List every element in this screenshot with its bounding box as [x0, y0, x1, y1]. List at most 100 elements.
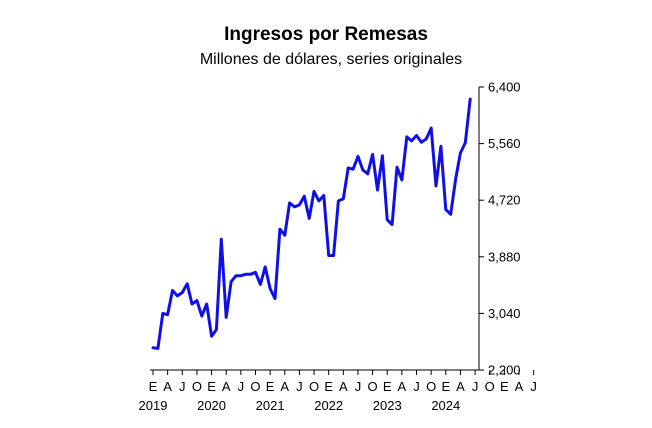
x-tick-label: E: [149, 379, 158, 394]
x-tick-label: J: [238, 379, 245, 394]
data-point: [288, 202, 291, 204]
data-point: [405, 136, 408, 138]
data-point: [420, 141, 423, 144]
data-point: [191, 303, 193, 305]
data-point: [362, 169, 364, 171]
x-tick-label: O: [426, 379, 436, 394]
data-point: [371, 153, 374, 156]
x-tick-label: E: [207, 379, 216, 394]
x-tick-label: A: [515, 379, 524, 394]
x-tick-label: J: [530, 379, 537, 394]
x-tick-label: A: [339, 379, 348, 394]
x-tick-label: J: [296, 379, 303, 394]
data-point: [357, 155, 359, 158]
data-point: [269, 287, 271, 290]
x-tick-label: E: [324, 379, 333, 394]
data-point: [230, 280, 232, 283]
data-point: [205, 303, 208, 305]
y-tick-label: 3,040: [488, 306, 521, 321]
y-tick-label: 3,880: [488, 249, 521, 264]
data-point: [318, 200, 320, 202]
data-point: [254, 271, 257, 274]
data-point: [249, 273, 252, 276]
data-point: [352, 168, 354, 171]
x-tick-label: E: [266, 379, 275, 394]
x-tick-label: A: [222, 379, 231, 394]
data-point: [337, 200, 340, 202]
data-point: [293, 206, 296, 208]
data-point: [161, 312, 164, 315]
x-tick-label: E: [441, 379, 450, 394]
data-point: [435, 185, 437, 187]
x-tick-label: E: [383, 379, 392, 394]
data-point: [225, 316, 227, 319]
data-point: [303, 195, 306, 197]
data-point: [215, 328, 218, 331]
data-point: [298, 204, 301, 206]
data-point: [186, 282, 188, 285]
data-point: [469, 98, 472, 100]
x-tick-label: O: [368, 379, 378, 394]
x-tick-label: A: [398, 379, 407, 394]
y-tick-label: 4,720: [488, 193, 521, 208]
data-point: [283, 234, 286, 237]
series-layer: [151, 97, 472, 350]
y-tick-label: 5,560: [488, 136, 521, 151]
data-point: [386, 218, 389, 221]
data-point: [347, 167, 350, 169]
data-point: [464, 142, 467, 144]
data-point: [308, 217, 310, 220]
data-point: [259, 283, 262, 286]
x-tick-label: J: [413, 379, 420, 394]
data-point: [220, 238, 223, 241]
data-point: [171, 289, 174, 292]
x-year-label: 2020: [197, 398, 226, 413]
data-point: [430, 127, 432, 129]
data-point: [235, 274, 237, 277]
data-point: [264, 266, 267, 268]
data-point: [313, 190, 315, 193]
chart-subtitle: Millones de dólares, series originales: [199, 51, 463, 68]
data-point: [445, 208, 447, 211]
x-tick-label: O: [309, 379, 319, 394]
x-year-label: 2021: [256, 398, 285, 413]
x-tick-label: E: [500, 379, 509, 394]
x-year-label: 2019: [139, 398, 168, 413]
data-point: [166, 313, 169, 316]
data-point: [327, 254, 330, 257]
series-line: [151, 97, 472, 350]
data-point: [244, 273, 247, 276]
data-point: [332, 254, 335, 257]
data-point: [274, 297, 276, 300]
data-point: [440, 145, 442, 148]
x-year-label: 2023: [373, 398, 402, 413]
x-tick-label: J: [179, 379, 186, 394]
data-point: [459, 152, 462, 154]
x-tick-label: J: [472, 379, 479, 394]
x-tick-label: J: [355, 379, 362, 394]
data-point: [396, 166, 398, 168]
data-point: [210, 335, 213, 338]
chart-title: Ingresos por Remesas: [224, 24, 428, 45]
data-point: [401, 179, 403, 181]
data-point: [176, 295, 179, 297]
x-tick-label: O: [250, 379, 260, 394]
x-tick-label: O: [192, 379, 202, 394]
data-point: [415, 134, 418, 137]
data-point: [196, 299, 198, 302]
x-tick-label: A: [456, 379, 465, 394]
data-point: [342, 198, 345, 200]
x-year-label: 2024: [431, 398, 460, 413]
data-point: [152, 346, 154, 349]
x-tick-label: O: [485, 379, 495, 394]
data-point: [449, 213, 452, 216]
y-tick-label: 6,400: [488, 80, 521, 95]
data-point: [381, 154, 384, 157]
data-point: [425, 138, 428, 140]
data-point: [391, 223, 393, 226]
data-point: [157, 347, 159, 350]
data-point: [181, 291, 184, 294]
data-point: [201, 315, 203, 317]
